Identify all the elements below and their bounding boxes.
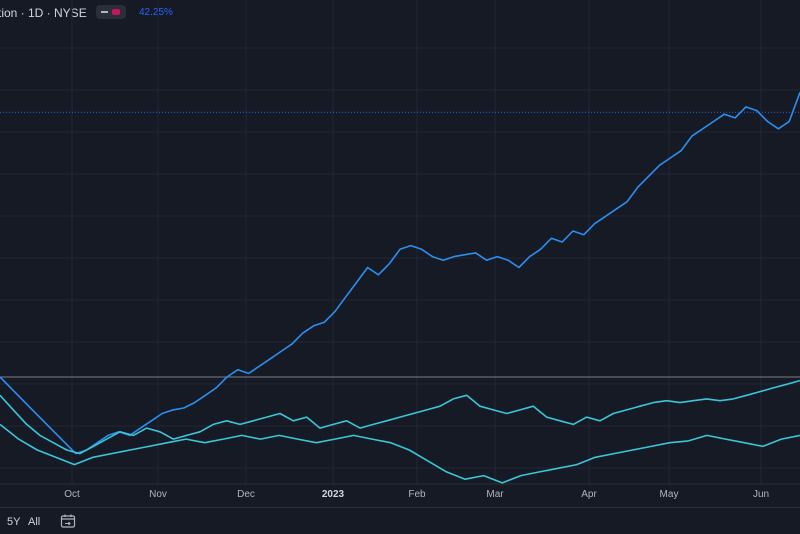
x-tick-label: Jun	[752, 489, 770, 500]
series-line-3[interactable]	[0, 423, 800, 484]
price-chart[interactable]	[0, 0, 800, 505]
series-line-2[interactable]	[0, 379, 800, 455]
x-tick-label: Nov	[149, 489, 167, 500]
range-all-button[interactable]: All	[28, 516, 41, 528]
date-range-calendar-icon[interactable]	[60, 513, 76, 529]
x-tick-label: Dec	[237, 489, 255, 500]
x-tick-label: 2023	[321, 489, 345, 500]
range-5y-button[interactable]: 5Y	[7, 516, 21, 528]
x-tick-label: Apr	[581, 489, 597, 500]
compare-toggle[interactable]	[96, 5, 126, 19]
series-marker-icon	[112, 9, 120, 15]
chart-header: tion · 1D · NYSE 42.25%	[0, 0, 800, 26]
minus-icon	[101, 11, 108, 13]
x-tick-label: May	[659, 489, 679, 500]
x-tick-label: Mar	[486, 489, 504, 500]
x-tick-label: Oct	[64, 489, 80, 500]
percent-change: 42.25%	[139, 7, 173, 18]
range-toolbar: 5Y All	[0, 507, 800, 534]
x-tick-label: Feb	[408, 489, 426, 500]
symbol-title[interactable]: tion · 1D · NYSE	[0, 6, 87, 20]
series-line-1[interactable]	[0, 92, 800, 455]
